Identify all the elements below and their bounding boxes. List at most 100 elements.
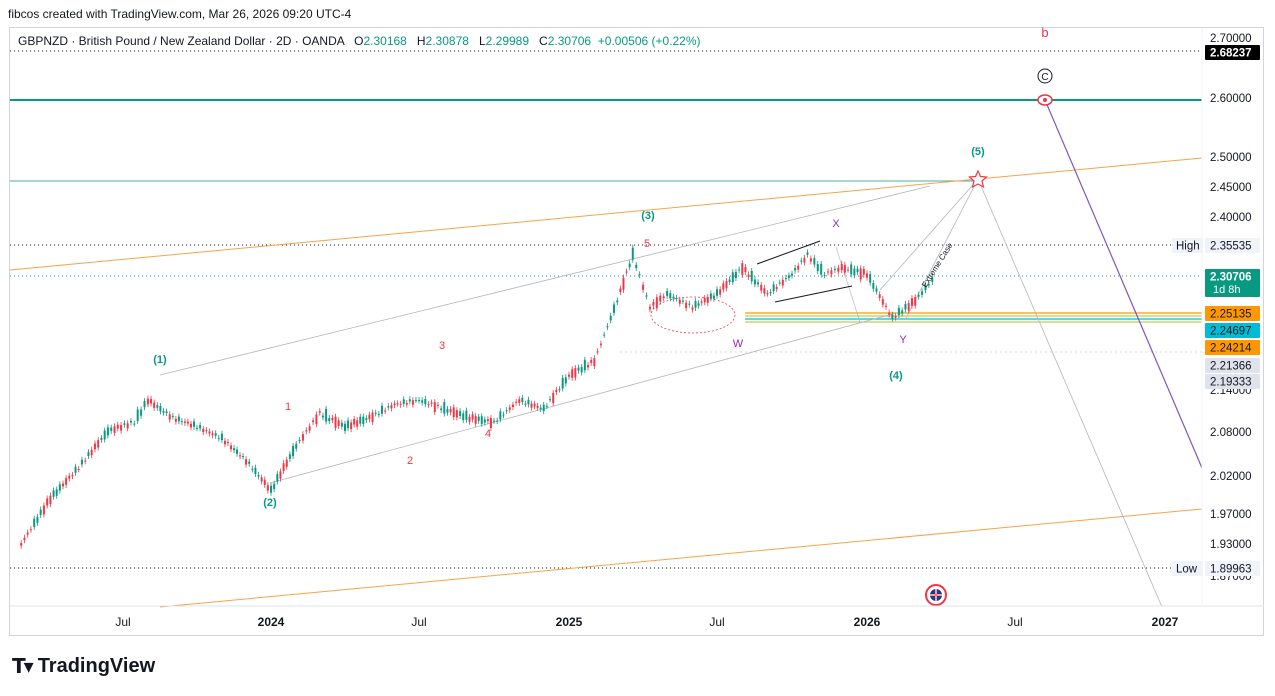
candle-body [220, 433, 223, 441]
wave-label-major: (5) [971, 146, 985, 158]
candle-body [685, 302, 688, 309]
candle-body [418, 399, 420, 401]
price-tag-bg [1205, 45, 1260, 60]
price-tag-label: Low [1176, 564, 1198, 576]
candle-body [486, 419, 489, 421]
price-tag-value: 1.89963 [1210, 564, 1252, 576]
candle-body [555, 389, 558, 393]
candle-body [921, 291, 924, 295]
price-tag-bg [1205, 323, 1260, 338]
candle-body [477, 416, 480, 421]
price-tag-bg [1205, 269, 1260, 297]
symbol-title[interactable]: GBPNZD · British Pound / New Zealand Dol… [18, 34, 345, 48]
candle-body [100, 437, 103, 440]
candle-body [312, 420, 315, 423]
candle-body [580, 367, 583, 373]
candle-body [229, 445, 232, 450]
candle-body [697, 303, 700, 306]
projection-line [977, 178, 1163, 608]
candle-body [474, 416, 477, 424]
x-axis-tick-label: Jul [709, 615, 724, 629]
candle-body [533, 403, 536, 407]
candle-body [239, 455, 242, 457]
candle-body [49, 495, 52, 505]
symbol-bar: GBPNZD · British Pound / New Zealand Dol… [18, 34, 701, 48]
candle-body [325, 408, 328, 422]
candle-body [393, 403, 396, 406]
candle-body [489, 417, 492, 429]
triangle-top [756, 240, 821, 265]
candle-body [202, 428, 205, 433]
candle-body [368, 414, 371, 420]
candle-body [757, 282, 760, 285]
y-axis-tick-label: 2.70000 [1210, 33, 1252, 45]
candle-body [927, 284, 930, 286]
candle-body [763, 288, 766, 294]
wave-label-major: (3) [641, 210, 655, 222]
candle-body [888, 312, 891, 315]
candle-body [452, 407, 455, 418]
candle-body [390, 405, 393, 409]
candle-body [20, 543, 23, 546]
candle-body [688, 303, 691, 305]
tradingview-logo[interactable]: T▾ TradingView [12, 654, 155, 678]
channel-lower-grey [269, 311, 901, 484]
candle-body [136, 409, 139, 421]
candle-body [612, 304, 615, 313]
candle-body [23, 537, 26, 541]
candle-body [681, 300, 684, 302]
candle-body [791, 273, 793, 276]
candle-body [251, 468, 254, 470]
candle-body [638, 274, 641, 276]
candle-body [340, 422, 343, 427]
wave-label-minor: 5 [644, 238, 650, 250]
candle-body [803, 257, 806, 263]
wave-label-minor: 3 [439, 340, 445, 352]
candle-body [542, 404, 545, 412]
candle-body [359, 416, 362, 424]
candle-body [433, 402, 436, 413]
candle-body [530, 403, 533, 408]
candle-body [859, 268, 862, 280]
candle-body [402, 399, 405, 404]
low-label: L [478, 34, 486, 48]
candle-body [728, 279, 731, 282]
wave-label-x: X [832, 218, 840, 230]
candle-body [42, 505, 45, 515]
candle-body [270, 485, 272, 493]
candle-body [276, 474, 279, 482]
candle-body [574, 368, 577, 378]
candle-body [722, 283, 725, 290]
candle-body [731, 272, 734, 283]
candle-body [820, 263, 823, 275]
candle-body [725, 281, 728, 289]
candle-body [449, 409, 452, 413]
candle-body [186, 421, 189, 424]
low-value: 2.29989 [485, 34, 530, 48]
candle-body [321, 415, 324, 418]
candle-body [189, 423, 192, 428]
candle-body [424, 398, 427, 405]
candle-body [334, 416, 337, 428]
candle-body [33, 518, 36, 527]
candle-body [648, 306, 651, 310]
candle-body [700, 301, 703, 303]
candle-body [318, 411, 321, 413]
candle-body [502, 414, 505, 416]
candle-body [505, 410, 508, 412]
candle-body [143, 401, 146, 408]
candle-body [140, 409, 143, 416]
w-zone-ellipse [650, 296, 736, 334]
y-axis-tick-label: 2.02000 [1210, 471, 1252, 483]
candle-body [853, 268, 856, 276]
candle-body [891, 314, 894, 319]
candle-body [619, 288, 622, 293]
candle-body [571, 369, 574, 378]
chart-frame[interactable] [9, 27, 1264, 636]
candle-body [298, 440, 301, 442]
candle-body [443, 402, 446, 414]
candle-body [106, 427, 109, 436]
candle-body [603, 334, 606, 336]
candle-body [183, 421, 186, 423]
